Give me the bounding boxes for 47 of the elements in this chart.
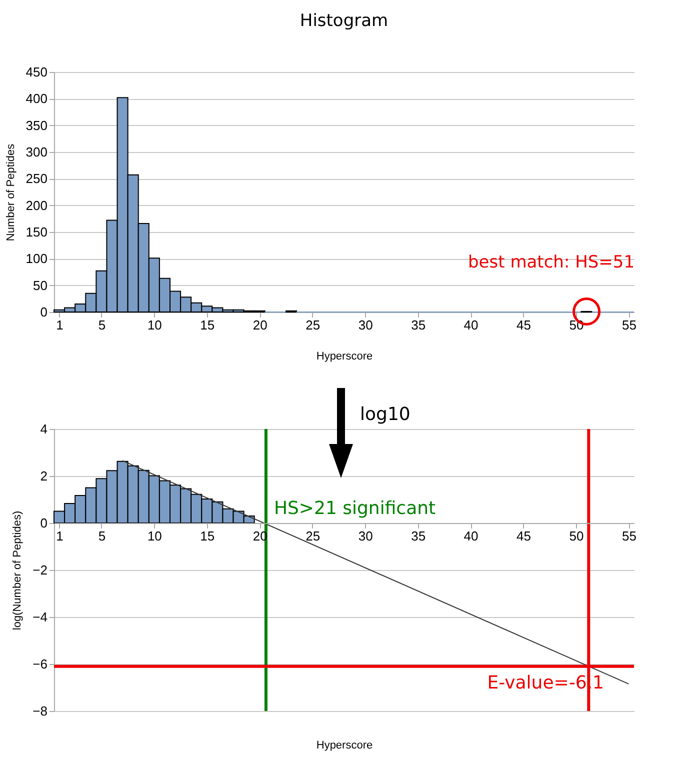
- y-tick-label: 400: [26, 91, 48, 106]
- y-tick-label: −8: [32, 704, 48, 718]
- y-tick-label: 250: [26, 171, 48, 186]
- text: log10: [360, 404, 410, 425]
- y-axis-title: Number of Peptides: [4, 143, 17, 242]
- y-tick-label: 0: [40, 516, 48, 530]
- x-tick-label: 5: [98, 318, 106, 332]
- y-tick-label: 450: [26, 64, 48, 80]
- x-tick-label: 5: [98, 528, 106, 544]
- x-tick-label: 20: [252, 318, 268, 332]
- x-tick-label: 40: [464, 528, 478, 544]
- x-tick-label: 15: [200, 528, 215, 544]
- y-tick-label: 100: [26, 251, 48, 266]
- ref-line-label: HS>21 significant: [274, 498, 436, 519]
- annotation: best match: HS=51: [468, 252, 635, 272]
- x-tick-label: 30: [358, 318, 373, 332]
- x-tick-label: 15: [200, 318, 215, 332]
- y-tick-label: 200: [26, 198, 48, 213]
- x-tick-label: 10: [147, 528, 162, 544]
- x-tick-label: 35: [411, 318, 426, 332]
- x-tick-label: 25: [306, 528, 320, 544]
- x-axis-title: Hyperscore: [316, 350, 373, 362]
- y-tick-label: 300: [26, 144, 48, 160]
- x-tick-label: 1: [56, 528, 64, 544]
- x-tick-label: 35: [411, 528, 426, 544]
- y-tick-label: 2: [40, 468, 48, 484]
- x-tick-label: 50: [569, 528, 584, 544]
- x-tick-label: 10: [147, 318, 162, 332]
- x-tick-label: 40: [464, 318, 478, 332]
- x-tick-label: 45: [516, 318, 532, 332]
- y-tick-label: −6: [32, 656, 48, 672]
- x-tick-label: 45: [516, 528, 532, 544]
- y-tick-label: −2: [32, 562, 48, 578]
- chart-title: Histogram: [300, 11, 388, 31]
- x-tick-label: 30: [358, 528, 373, 544]
- x-axis-title: Hyperscore: [316, 740, 373, 752]
- y-tick-label: 350: [26, 118, 48, 133]
- y-tick-label: 50: [33, 278, 48, 293]
- x-tick-label: 55: [622, 318, 636, 332]
- x-tick-label: 55: [622, 528, 636, 544]
- x-tick-label: 1: [56, 318, 64, 332]
- x-tick-label: 25: [306, 318, 320, 332]
- y-tick-label: 150: [26, 224, 48, 240]
- y-tick-label: 0: [40, 304, 48, 320]
- y-tick-label: −4: [32, 610, 48, 624]
- y-tick-label: 4: [40, 422, 48, 436]
- y-axis-title: log(Number of Peptides): [12, 510, 24, 630]
